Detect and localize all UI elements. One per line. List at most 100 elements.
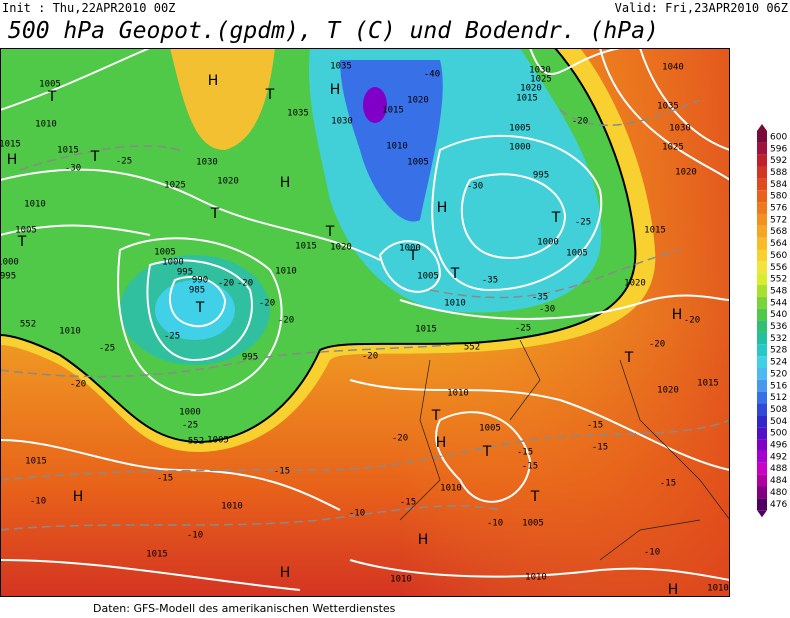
contour-label: -25 [116,157,132,167]
colorbar-label: 504 [770,417,787,427]
contour-label: -25 [99,344,115,354]
contour-label: 1020 [624,279,646,289]
contour-label: -20 [237,279,253,289]
contour-label: 1010 [440,484,462,494]
contour-label: 1005 [417,272,439,282]
contour-label: 1005 [522,519,544,529]
pressure-center: H [668,582,679,598]
contour-label: 1020 [520,84,542,94]
colorbar-swatch [757,285,767,297]
contour-label: 1030 [196,158,218,168]
pressure-center: H [330,82,341,98]
colorbar-swatch [757,249,767,262]
contour-label: 1015 [0,140,21,150]
contour-label: -15 [157,474,173,484]
contour-label: 1000 [399,244,421,254]
contour-label: 995 [177,268,193,278]
contour-label: 1015 [415,325,437,335]
contour-label: 1010 [221,502,243,512]
contour-label: 990 [192,276,208,286]
contour-label: -15 [660,479,676,489]
colorbar-swatch [757,320,767,333]
map-frame [0,48,730,597]
colorbar-swatch [757,154,767,167]
contour-label: 995 [0,272,16,282]
footer-source: Daten: GFS-Modell des amerikanischen Wet… [93,602,396,615]
colorbar-label: 568 [770,227,787,237]
contour-label: 1005 [566,249,588,259]
contour-label: 1020 [657,386,679,396]
pressure-center: H [437,200,448,216]
colorbar-label: 484 [770,476,787,486]
contour-label: 985 [189,286,205,296]
colorbar-label: 520 [770,369,787,379]
contour-label: -20 [278,316,294,326]
contour-label: 1015 [697,379,719,389]
pressure-center: T [90,149,100,165]
pressure-center: H [418,532,429,548]
contour-label: -40 [424,70,440,80]
colorbar-label: 524 [770,358,787,368]
contour-label: 1035 [657,102,679,112]
contour-label: -10 [644,548,660,558]
colorbar-arrow-bottom [757,510,767,518]
contour-label: 1020 [217,177,239,187]
colorbar-label: 496 [770,441,787,451]
contour-label: 1005 [479,424,501,434]
pressure-center: H [280,565,291,581]
contour-label: 1015 [295,242,317,252]
init-time: Init : Thu,22APR2010 00Z [2,1,175,15]
contour-label: 1035 [287,109,309,119]
contour-label: 1035 [330,62,352,72]
colorbar-label: 560 [770,251,787,261]
contour-label: -20 [649,340,665,350]
colorbar-label: 592 [770,156,787,166]
contour-label: 1015 [25,457,47,467]
contour-label: -20 [259,299,275,309]
contour-label: 1025 [662,143,684,153]
colorbar-swatch [757,391,767,404]
contour-label: -15 [587,421,603,431]
colorbar-label: 492 [770,452,787,462]
colorbar-swatch [757,190,767,203]
contour-label: 1010 [447,389,469,399]
colorbar-label: 516 [770,381,787,391]
contour-label: -10 [30,497,46,507]
colorbar-swatch [757,213,767,226]
contour-label: 1005 [207,436,229,446]
contour-label: -30 [539,305,555,315]
contour-label: 1000 [509,143,531,153]
contour-label: -20 [392,434,408,444]
contour-label: 1010 [24,200,46,210]
coastlines [399,339,730,561]
contour-label: 1000 [162,258,184,268]
contour-label: 552 [464,343,480,353]
colorbar-swatch [757,142,767,155]
contour-label: 1025 [530,75,552,85]
contour-label: 1015 [57,146,79,156]
colorbar-swatch [757,202,767,214]
contour-label: -25 [515,324,531,334]
colorbar-label: 576 [770,204,787,214]
contour-label: -10 [187,531,203,541]
contour-label: -30 [65,164,81,174]
colorbar-swatch [757,332,767,345]
colorbar-label: 580 [770,192,787,202]
contour-label: -15 [517,448,533,458]
contour-label: 1010 [444,299,466,309]
contour-label: 1010 [35,120,57,130]
pressure-center: T [530,489,540,505]
colorbar-label: 488 [770,464,787,474]
colorbar-label: 480 [770,488,787,498]
colorbar-swatch [757,368,767,380]
pressure-center: T [431,408,441,424]
contour-label: 995 [242,353,258,363]
colorbar-label: 596 [770,144,787,154]
colorbar-swatch [757,474,767,487]
pressure-center: T [210,206,220,222]
contour-label: -30 [467,182,483,192]
colorbar-swatch [757,166,767,179]
colorbar-swatch [757,131,767,143]
contour-label: 1005 [509,124,531,134]
